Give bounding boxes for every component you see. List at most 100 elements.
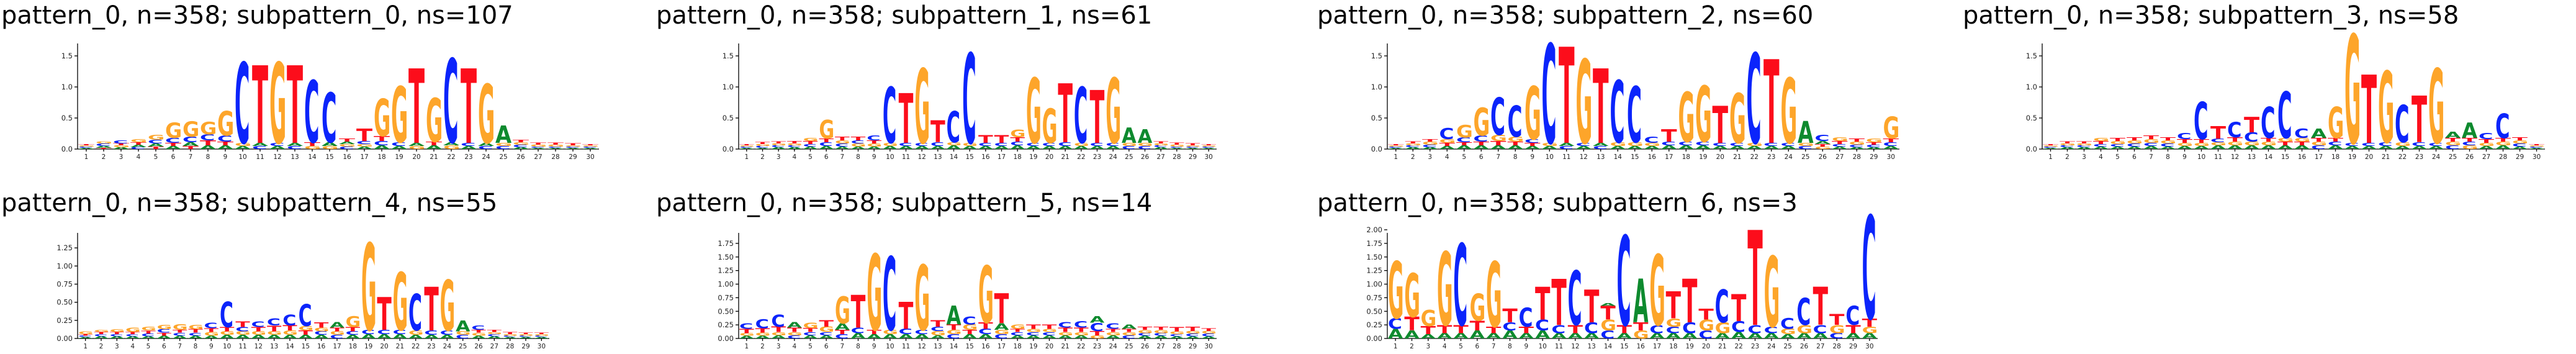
- logo-letter-A: A: [113, 147, 130, 150]
- logo-letter-T: T: [1404, 313, 1420, 335]
- logo-letter-A: A: [771, 335, 786, 340]
- logo-letter-C: C: [1747, 29, 1762, 173]
- x-tick-label: 13: [1587, 343, 1595, 350]
- logo-letter-T: T: [1453, 323, 1469, 336]
- logo-letter-C: C: [478, 145, 493, 150]
- logo-letter-T: T: [2311, 137, 2327, 143]
- logo-letter-A: A: [220, 334, 235, 340]
- logo-letter-T: T: [530, 142, 547, 145]
- logo-letter-A: A: [1627, 145, 1643, 150]
- logo-letter-C: C: [819, 332, 832, 337]
- x-tick-label: 27: [1835, 153, 1844, 161]
- x-tick-label: 23: [1093, 153, 1101, 161]
- x-tick-label: 17: [998, 343, 1006, 350]
- logo-letter-T: T: [771, 325, 786, 334]
- logo-letter-G: G: [2093, 137, 2109, 142]
- logo-letter-G: G: [173, 323, 188, 332]
- logo-letter-G: G: [1405, 143, 1422, 146]
- logo-letter-A: A: [1832, 146, 1849, 150]
- logo-letter-T: T: [1474, 141, 1490, 147]
- logo-letter-A: A: [1524, 145, 1541, 150]
- x-tick-label: 16: [1648, 153, 1657, 161]
- logo-letter-C: C: [173, 332, 186, 337]
- logo-letter-G: G: [2177, 142, 2193, 147]
- logo-panel-6: pattern_0, n=358; subpattern_6, ns=3 0.00…: [1317, 188, 1878, 354]
- logo-letter-C: C: [78, 146, 93, 148]
- logo-letter-T: T: [978, 134, 993, 146]
- logo-letter-C: C: [1698, 329, 1713, 342]
- x-tick-label: 8: [1513, 153, 1518, 161]
- logo-letter-A: A: [1058, 145, 1073, 150]
- logo-letter-G: G: [361, 220, 377, 354]
- x-tick-label: 29: [1189, 343, 1197, 350]
- logo-letter-A: A: [530, 147, 547, 149]
- x-tick-label: 6: [2132, 153, 2137, 161]
- y-tick-label: 0.25: [1366, 320, 1382, 329]
- y-tick-label: 0.75: [718, 293, 734, 302]
- logo-letter-C: C: [1763, 142, 1778, 147]
- logo-letter-T: T: [1813, 277, 1828, 338]
- x-tick-label: 9: [2182, 153, 2187, 161]
- logo-letter-G: G: [110, 329, 125, 333]
- logo-letter-G: G: [182, 117, 199, 142]
- x-tick-label: 2: [1410, 343, 1414, 350]
- logo-letter-C: C: [1559, 145, 1574, 150]
- logo-letter-A: A: [2244, 144, 2260, 150]
- logo-letter-A: A: [1813, 332, 1829, 340]
- logo-letter-A: A: [2378, 145, 2394, 150]
- logo-letter-C: C: [1169, 147, 1183, 148]
- logo-letter-A: A: [1600, 302, 1616, 307]
- logo-letter-G: G: [547, 144, 564, 147]
- logo-letter-T: T: [1090, 330, 1106, 337]
- logo-letter-G: G: [947, 329, 962, 335]
- panel-title: pattern_0, n=358; subpattern_2, ns=60: [1317, 1, 1813, 30]
- logo-letter-T: T: [930, 114, 945, 149]
- logo-letter-C: C: [361, 329, 375, 335]
- logo-letter-T: T: [803, 327, 819, 334]
- logo-letter-C: C: [1649, 323, 1664, 336]
- logo-letter-G: G: [978, 250, 994, 341]
- logo-letter-A: A: [408, 334, 424, 340]
- x-tick-label: 2: [2065, 153, 2069, 161]
- logo-letter-T: T: [1617, 323, 1633, 336]
- x-tick-label: 28: [1832, 343, 1840, 350]
- logo-letter-G: G: [267, 330, 282, 336]
- logo-letter-C: C: [1883, 141, 1898, 147]
- x-tick-label: 22: [2398, 153, 2407, 161]
- x-tick-label: 24: [1109, 153, 1117, 161]
- logo-letter-T: T: [78, 334, 93, 336]
- logo-letter-T: T: [1201, 327, 1216, 332]
- logo-letter-A: A: [2076, 147, 2092, 150]
- logo-letter-C: C: [1524, 138, 1539, 144]
- logo-letter-A: A: [2177, 145, 2193, 150]
- logo-letter-T: T: [1388, 144, 1404, 146]
- logo-letter-G: G: [1849, 141, 1866, 146]
- logo-letter-T: T: [1421, 324, 1436, 337]
- logo-letter-C: C: [2529, 147, 2544, 148]
- logo-letter-A: A: [78, 337, 93, 339]
- logo-letter-A: A: [1815, 140, 1831, 145]
- logo-letter-C: C: [204, 322, 218, 330]
- logo-letter-A: A: [2328, 144, 2344, 150]
- logo-letter-A: A: [2127, 146, 2142, 150]
- logo-letter-T: T: [330, 327, 344, 332]
- logo-letter-C: C: [1474, 134, 1488, 143]
- logo-letter-G: G: [235, 142, 251, 147]
- logo-letter-T: T: [1568, 323, 1583, 336]
- logo-letter-C: C: [495, 145, 510, 150]
- x-tick-label: 4: [137, 153, 141, 161]
- logo-letter-C: C: [130, 147, 145, 150]
- logo-letter-A: A: [478, 142, 494, 147]
- x-tick-label: 12: [254, 343, 263, 350]
- logo-letter-C: C: [1600, 329, 1615, 342]
- logo-letter-C: C: [2328, 140, 2343, 147]
- x-tick-label: 27: [534, 153, 542, 161]
- logo-letter-A: A: [2043, 148, 2058, 150]
- x-tick-label: 19: [1685, 343, 1693, 350]
- logo-letter-G: G: [1832, 136, 1849, 142]
- logo-letter-G: G: [78, 145, 95, 147]
- logo-letter-A: A: [461, 145, 477, 150]
- logo-letter-A: A: [1010, 145, 1025, 150]
- logo-letter-C: C: [2361, 142, 2376, 147]
- logo-letter-A: A: [1153, 147, 1168, 150]
